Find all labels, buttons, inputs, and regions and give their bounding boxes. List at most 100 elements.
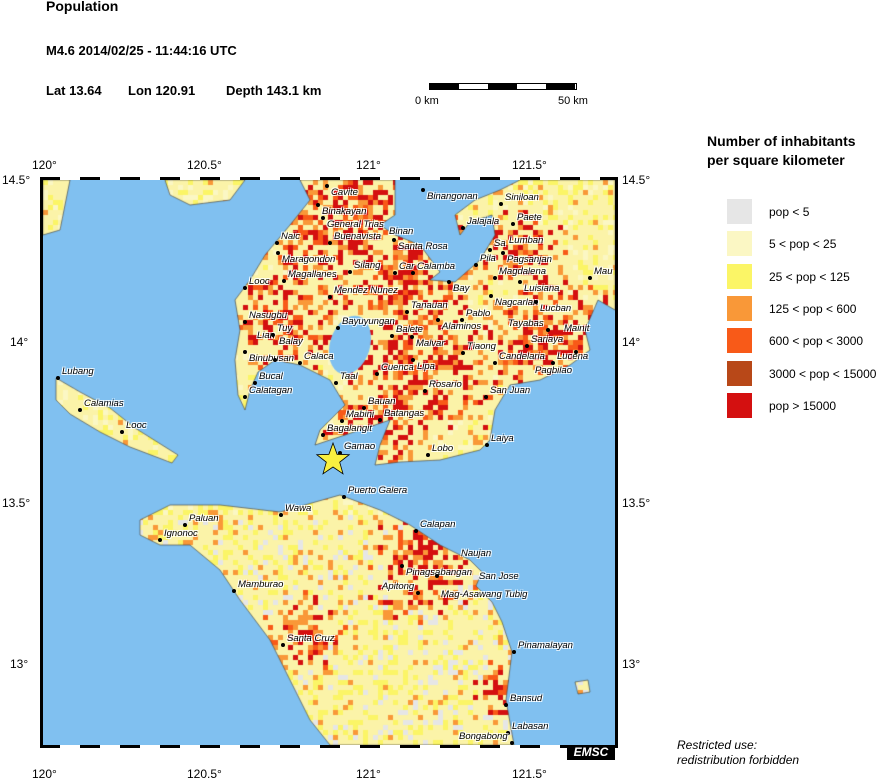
- city-marker: [348, 270, 352, 274]
- city-marker: [504, 703, 508, 707]
- legend-label: 3000 < pop < 15000: [769, 366, 877, 381]
- event-lon: Lon 120.91: [128, 83, 196, 98]
- lon-tick-top: 121.5°: [512, 158, 547, 172]
- city-marker: [243, 286, 247, 290]
- city-marker: [316, 203, 320, 207]
- city-label: Taal: [340, 371, 358, 382]
- city-label: Balay: [279, 336, 303, 347]
- city-label: Paluan: [189, 513, 219, 524]
- city-label: Binubusan: [249, 353, 294, 364]
- city-label: Calaca: [304, 351, 334, 362]
- city-marker: [506, 731, 510, 735]
- lat-tick-right: 14.5°: [622, 173, 651, 187]
- city-label: Bucal: [259, 371, 283, 382]
- city-marker: [243, 320, 247, 324]
- city-label: Sa: [494, 238, 506, 249]
- legend-swatch: [727, 263, 752, 289]
- city-label: Nagcarlan: [495, 297, 539, 308]
- lon-tick-top: 120°: [32, 158, 57, 172]
- city-label: Mabini: [346, 409, 374, 420]
- event-lat: Lat 13.64: [46, 83, 102, 98]
- city-marker: [340, 419, 344, 423]
- city-label: Pinagsabangan: [406, 567, 473, 578]
- city-marker: [410, 335, 414, 339]
- city-label: Car: [399, 261, 415, 272]
- city-marker: [338, 451, 342, 455]
- legend-swatch: [727, 328, 752, 354]
- legend-swatch: [727, 199, 752, 224]
- city-label: Tanauan: [411, 300, 448, 311]
- lon-tick-bottom: 121°: [356, 767, 381, 781]
- city-marker: [588, 276, 592, 280]
- city-label: Bongabong: [459, 731, 508, 742]
- city-marker: [461, 226, 465, 230]
- city-marker: [390, 334, 394, 338]
- city-label: Looc: [249, 276, 270, 287]
- city-label: Lubang: [62, 366, 94, 377]
- city-label: Looc: [126, 420, 147, 431]
- city-label: Bansud: [510, 693, 543, 704]
- lon-tick-bottom: 120.5°: [187, 767, 222, 781]
- city-label: Calamias: [84, 398, 124, 409]
- city-label: Cuenca: [381, 362, 414, 373]
- city-marker: [534, 300, 538, 304]
- city-marker: [362, 406, 366, 410]
- city-marker: [501, 251, 505, 255]
- city-marker: [461, 351, 465, 355]
- city-label: Alaminos: [442, 321, 482, 332]
- city-label: Calamba: [417, 261, 456, 272]
- legend-label: 600 < pop < 3000: [769, 334, 864, 349]
- legend-label: pop > 15000: [769, 398, 837, 413]
- city-label: Lipa: [417, 361, 435, 372]
- city-marker: [525, 344, 529, 348]
- city-label: Lumban: [509, 235, 544, 246]
- city-marker: [243, 395, 247, 399]
- city-marker: [336, 326, 340, 330]
- city-label: Binakayan: [322, 206, 367, 217]
- city-label: Puerto Galera: [348, 485, 408, 496]
- legend-label: 25 < pop < 125: [769, 269, 850, 284]
- city-marker: [392, 238, 396, 242]
- city-marker: [551, 361, 555, 365]
- lat-tick-left: 14°: [10, 335, 29, 349]
- city-label: Malvar: [416, 338, 445, 349]
- city-label: Batangas: [384, 408, 425, 419]
- restriction-line-2: redistribution forbidden: [677, 753, 800, 767]
- lat-tick-left: 13°: [10, 657, 29, 671]
- city-label: Buenavista: [334, 231, 382, 242]
- city-marker: [405, 310, 409, 314]
- city-label: Calatagan: [249, 385, 293, 396]
- city-marker: [574, 350, 578, 354]
- city-marker: [321, 433, 325, 437]
- city-label: Bay: [453, 283, 470, 294]
- city-marker: [414, 529, 418, 533]
- city-label: Bauan: [368, 396, 396, 407]
- city-label: Lobo: [432, 443, 454, 454]
- city-label: Ignonoc: [164, 528, 198, 539]
- city-label: Naic: [281, 231, 301, 242]
- city-marker: [378, 418, 382, 422]
- city-label: Mamburao: [238, 579, 284, 590]
- city-label: Lucena: [557, 351, 589, 362]
- city-marker: [342, 495, 346, 499]
- emsc-credit: EMSC: [567, 745, 615, 760]
- city-label: Santa Rosa: [398, 241, 448, 252]
- city-marker: [489, 294, 493, 298]
- city-marker: [325, 184, 329, 188]
- city-label: Pablo: [466, 308, 491, 319]
- city-label: San Juan: [490, 385, 531, 396]
- city-marker: [275, 241, 279, 245]
- city-marker: [120, 430, 124, 434]
- city-label: Binangonan: [427, 191, 478, 202]
- lat-tick-right: 13.5°: [622, 496, 651, 510]
- city-marker: [488, 248, 492, 252]
- city-marker: [232, 589, 236, 593]
- city-label: Pinamalayan: [518, 640, 573, 651]
- restriction-line-1: Restricted use:: [677, 738, 758, 752]
- event-info: M4.6 2014/02/25 - 11:44:16 UTC: [46, 43, 237, 58]
- city-marker: [484, 395, 488, 399]
- city-label: San Jose: [479, 571, 519, 582]
- city-marker: [436, 318, 440, 322]
- city-marker: [518, 280, 522, 284]
- event-depth: Depth 143.1 km: [226, 83, 322, 98]
